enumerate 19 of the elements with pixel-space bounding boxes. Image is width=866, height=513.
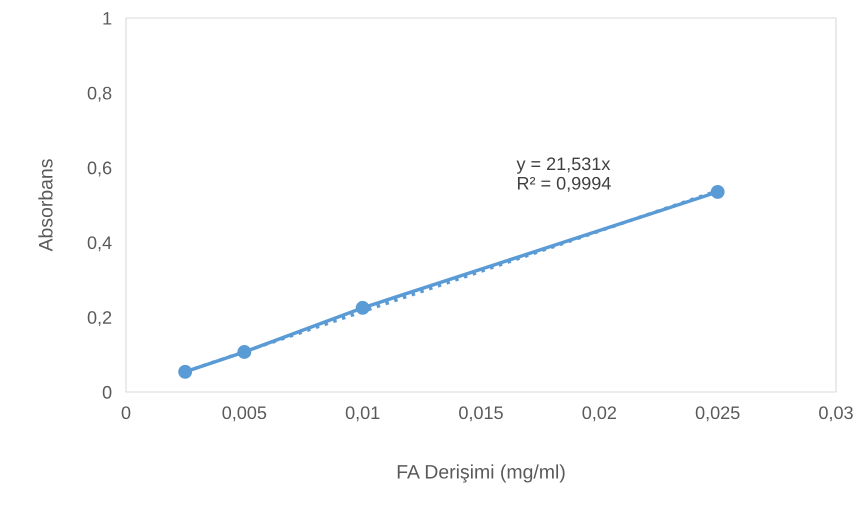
point [710, 184, 725, 199]
point [178, 364, 192, 379]
y-tick-label: 0,2 [88, 311, 112, 326]
x-tick-label: 0 [122, 406, 130, 420]
point [356, 300, 370, 315]
x-tick-label: 0,025 [696, 406, 740, 422]
y-axis-title: Absorbans [38, 159, 53, 252]
y-tick-label: 0,6 [88, 162, 112, 176]
annotation: y = 21,531x R² = 0,9994 [516, 157, 611, 192]
y-tick-label: 0 [102, 386, 112, 399]
x-tick-label: 0,02 [582, 406, 616, 422]
y-tick-label: 0,8 [88, 86, 112, 102]
y-tick-label: 1 [103, 12, 112, 25]
x-tick-label: 0,005 [222, 406, 266, 422]
x-tick-label: 0,01 [346, 406, 380, 422]
x-tick-label: 0,03 [819, 406, 853, 422]
x-tick-label: 0,015 [459, 406, 503, 422]
y-tick-label: 0,4 [88, 236, 112, 252]
x-axis-title: FA Derişimi (mg/ml) [398, 464, 565, 483]
